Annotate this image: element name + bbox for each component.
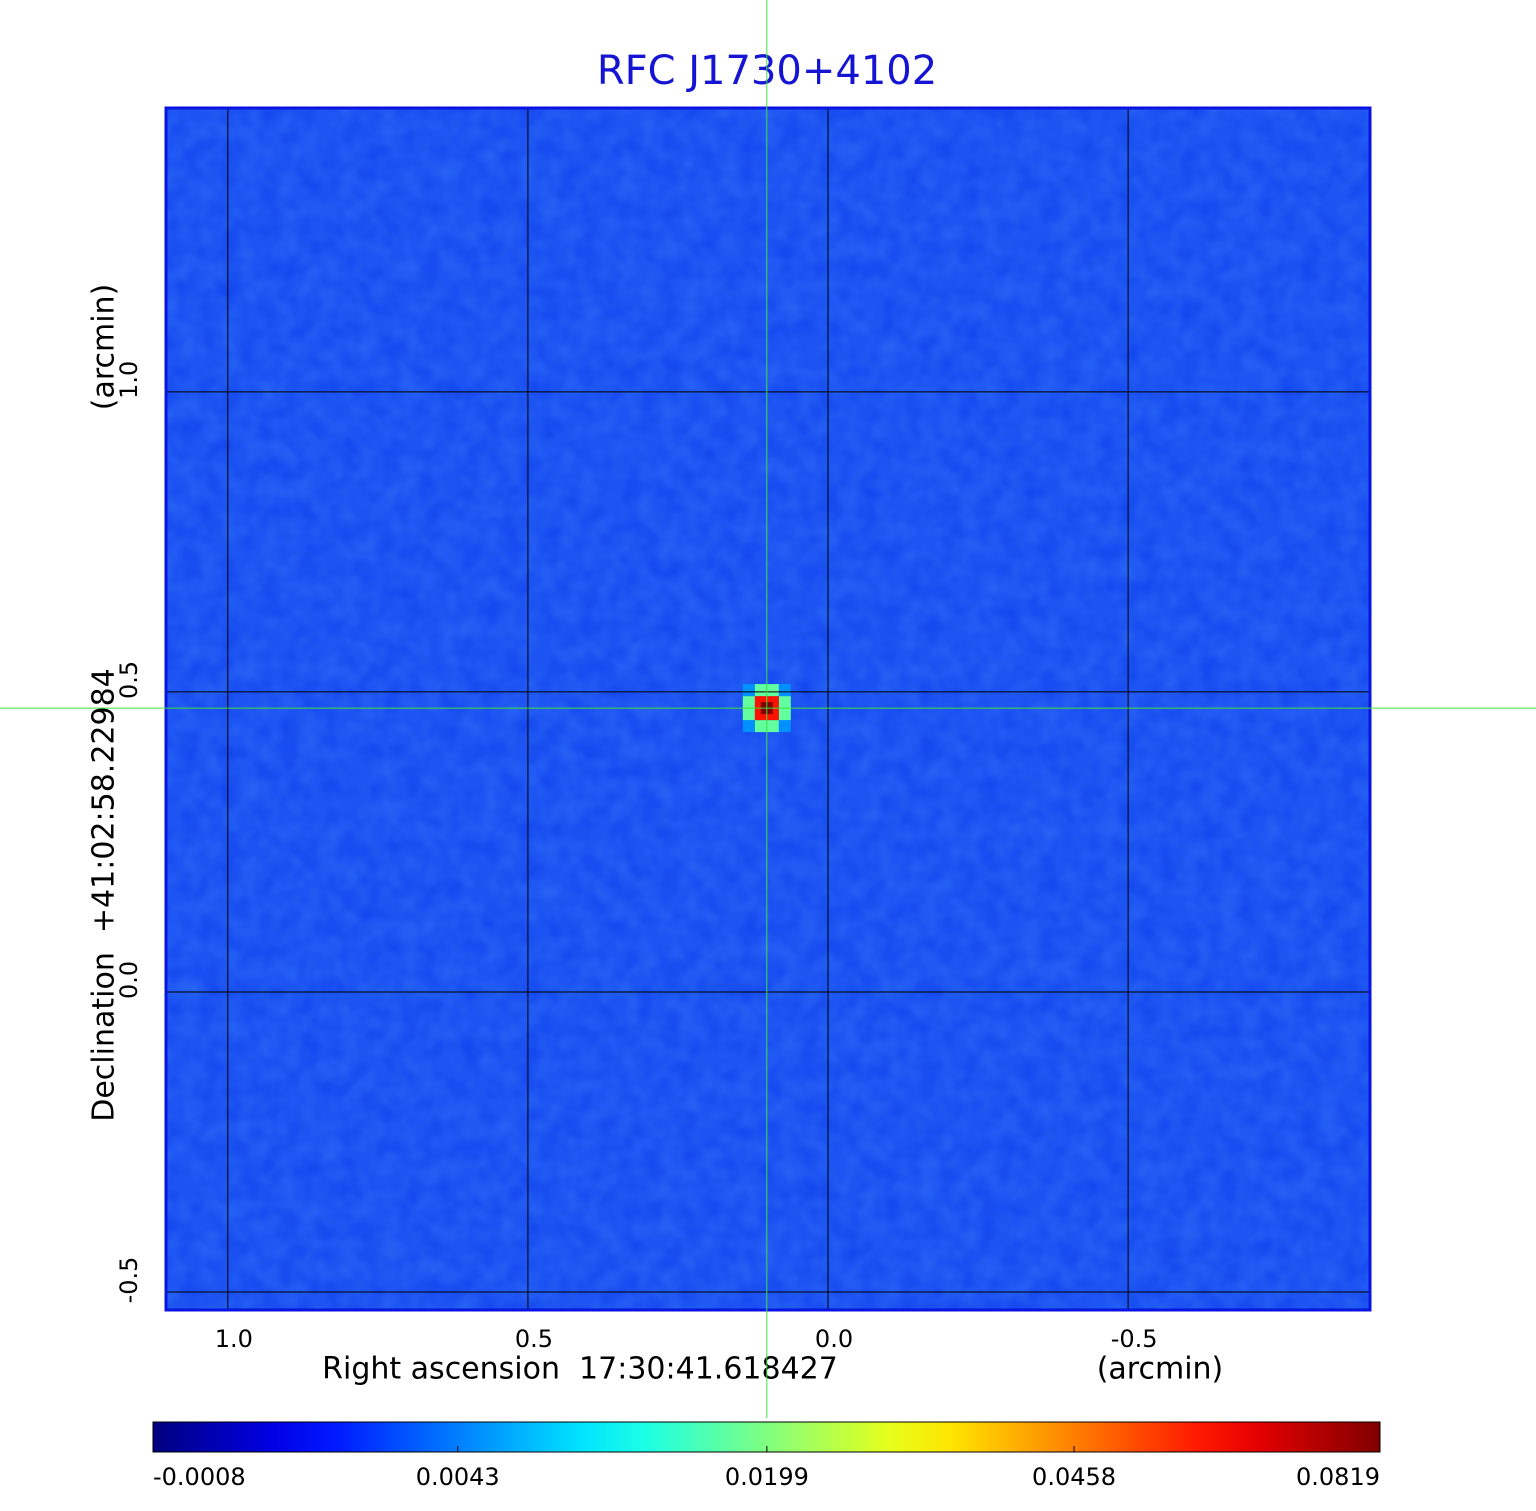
x-axis-unit: (arcmin) bbox=[1097, 1352, 1224, 1387]
x-tick-label: 0.0 bbox=[815, 1325, 853, 1353]
image-pixel bbox=[742, 696, 755, 709]
y-tick-label: 0.0 bbox=[115, 961, 143, 999]
y-axis-label: Declination +41:02:58.22984 bbox=[87, 668, 122, 1122]
image-pixel bbox=[742, 684, 755, 697]
image-pixel bbox=[754, 720, 767, 733]
image-pixel bbox=[742, 708, 755, 721]
image-pixel bbox=[742, 720, 755, 733]
y-tick-label: 1.0 bbox=[115, 361, 143, 399]
plot-frame bbox=[164, 106, 1372, 1312]
colorbar-tick-label: 0.0043 bbox=[416, 1463, 500, 1491]
y-tick-label: 0.5 bbox=[115, 661, 143, 699]
y-tick-label: -0.5 bbox=[115, 1257, 143, 1304]
colorbar-tick-label: 0.0199 bbox=[725, 1463, 809, 1491]
image-pixel bbox=[778, 684, 791, 697]
image-pixel bbox=[766, 720, 779, 733]
y-axis-unit: (arcmin) bbox=[87, 284, 122, 411]
colorbar-tick-label: 0.0819 bbox=[1296, 1463, 1380, 1491]
image-pixel bbox=[778, 720, 791, 733]
x-axis-label: Right ascension 17:30:41.618427 bbox=[322, 1352, 838, 1387]
colorbar-tick-label: -0.0008 bbox=[153, 1463, 246, 1491]
x-tick-label: 1.0 bbox=[215, 1325, 253, 1353]
image-pixel bbox=[778, 696, 791, 709]
image-pixel bbox=[766, 684, 779, 697]
colorbar-tick-label: 0.0458 bbox=[1032, 1463, 1116, 1491]
image-pixel bbox=[778, 708, 791, 721]
x-tick-label: 0.5 bbox=[515, 1325, 553, 1353]
image-pixel bbox=[754, 684, 767, 697]
x-tick-label: -0.5 bbox=[1111, 1325, 1158, 1353]
